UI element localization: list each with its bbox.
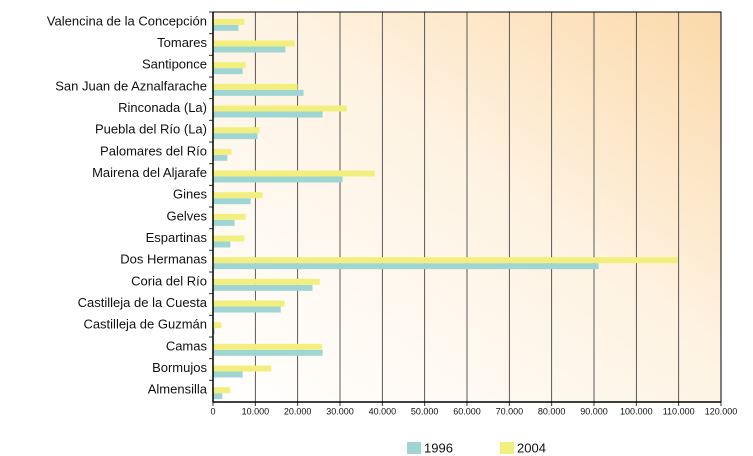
y-tick-label: Coria del Río xyxy=(131,273,207,288)
y-tick-label: Tomares xyxy=(157,35,207,50)
bar xyxy=(213,111,323,118)
bar xyxy=(213,278,320,285)
bar xyxy=(213,263,599,270)
bar xyxy=(213,387,231,394)
bar xyxy=(213,154,228,161)
legend-label: 1996 xyxy=(424,440,453,455)
bar xyxy=(213,241,231,248)
legend-swatch xyxy=(500,442,514,454)
y-tick-label: Mairena del Aljarafe xyxy=(92,165,207,180)
x-tick-label: 0 xyxy=(210,406,215,416)
bar xyxy=(213,306,281,313)
bar xyxy=(213,62,246,69)
bar xyxy=(213,40,295,47)
x-tick-label: 30.000 xyxy=(326,406,354,416)
y-tick-label: Palomares del Río xyxy=(100,143,207,158)
y-tick-label: Castilleja de la Cuesta xyxy=(78,295,208,310)
x-tick-label: 100.000 xyxy=(620,406,653,416)
bar xyxy=(213,198,251,205)
x-tick-label: 80.000 xyxy=(538,406,566,416)
y-tick-label: Rinconada (La) xyxy=(118,100,207,115)
y-tick-label: Camas xyxy=(166,338,208,353)
bar xyxy=(213,219,235,226)
x-tick-label: 120.000 xyxy=(705,406,738,416)
bar xyxy=(213,133,258,140)
y-tick-label: Santiponce xyxy=(142,57,207,72)
y-tick-label: Dos Hermanas xyxy=(120,252,207,267)
bar xyxy=(213,343,322,350)
y-tick-label: Bormujos xyxy=(152,360,207,375)
bar xyxy=(213,393,223,400)
bar xyxy=(213,365,272,372)
bar xyxy=(213,68,243,75)
x-tick-label: 70.000 xyxy=(496,406,524,416)
x-tick-label: 10.000 xyxy=(242,406,270,416)
bar xyxy=(213,24,239,31)
x-tick-label: 110.000 xyxy=(663,406,695,416)
bar xyxy=(213,192,263,199)
bar xyxy=(213,18,245,25)
y-tick-label: Espartinas xyxy=(146,230,208,245)
bar xyxy=(213,46,286,53)
y-tick-label: Puebla del Río (La) xyxy=(95,122,207,137)
y-tick-label: Gines xyxy=(173,187,207,202)
bar xyxy=(213,322,222,329)
legend-label: 2004 xyxy=(517,440,546,455)
legend-swatch xyxy=(407,442,421,454)
bar xyxy=(213,148,232,155)
y-tick-label: Valencina de la Concepción xyxy=(47,13,207,28)
bar xyxy=(213,349,323,356)
bar xyxy=(213,83,298,90)
x-tick-label: 90.000 xyxy=(580,406,608,416)
bar xyxy=(213,89,304,96)
bar xyxy=(213,328,215,335)
bar xyxy=(213,176,343,183)
x-tick-label: 40.000 xyxy=(369,406,397,416)
y-tick-label: San Juan de Aznalfarache xyxy=(55,78,207,93)
x-tick-label: 60.000 xyxy=(453,406,481,416)
plot-border xyxy=(212,11,722,403)
y-tick-label: Gelves xyxy=(167,208,208,223)
x-tick-label: 50.000 xyxy=(411,406,439,416)
y-tick-label: Almensilla xyxy=(148,382,208,397)
bar xyxy=(213,371,243,378)
bar xyxy=(213,300,285,307)
bar xyxy=(213,127,260,134)
bar xyxy=(213,257,678,264)
bar xyxy=(213,170,375,177)
bar xyxy=(213,213,246,220)
bar xyxy=(213,284,313,291)
bar xyxy=(213,105,347,112)
x-tick-label: 20.000 xyxy=(284,406,312,416)
y-tick-label: Castilleja de Guzmán xyxy=(83,317,207,332)
bar xyxy=(213,235,245,242)
